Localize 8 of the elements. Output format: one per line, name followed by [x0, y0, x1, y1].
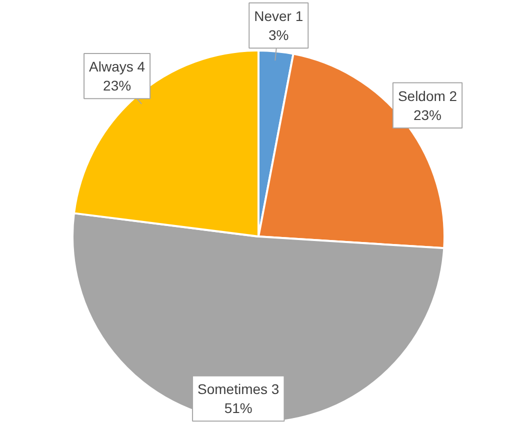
- data-label: 51%: [224, 400, 252, 416]
- slice-label: Seldom 2: [398, 88, 458, 104]
- data-label: 23%: [103, 78, 132, 94]
- data-label: 3%: [268, 27, 289, 44]
- slice-label: Always 4: [89, 58, 146, 74]
- data-label: 23%: [414, 107, 442, 123]
- slice-label: Never 1: [254, 8, 304, 24]
- slice-label: Sometimes 3: [198, 380, 280, 397]
